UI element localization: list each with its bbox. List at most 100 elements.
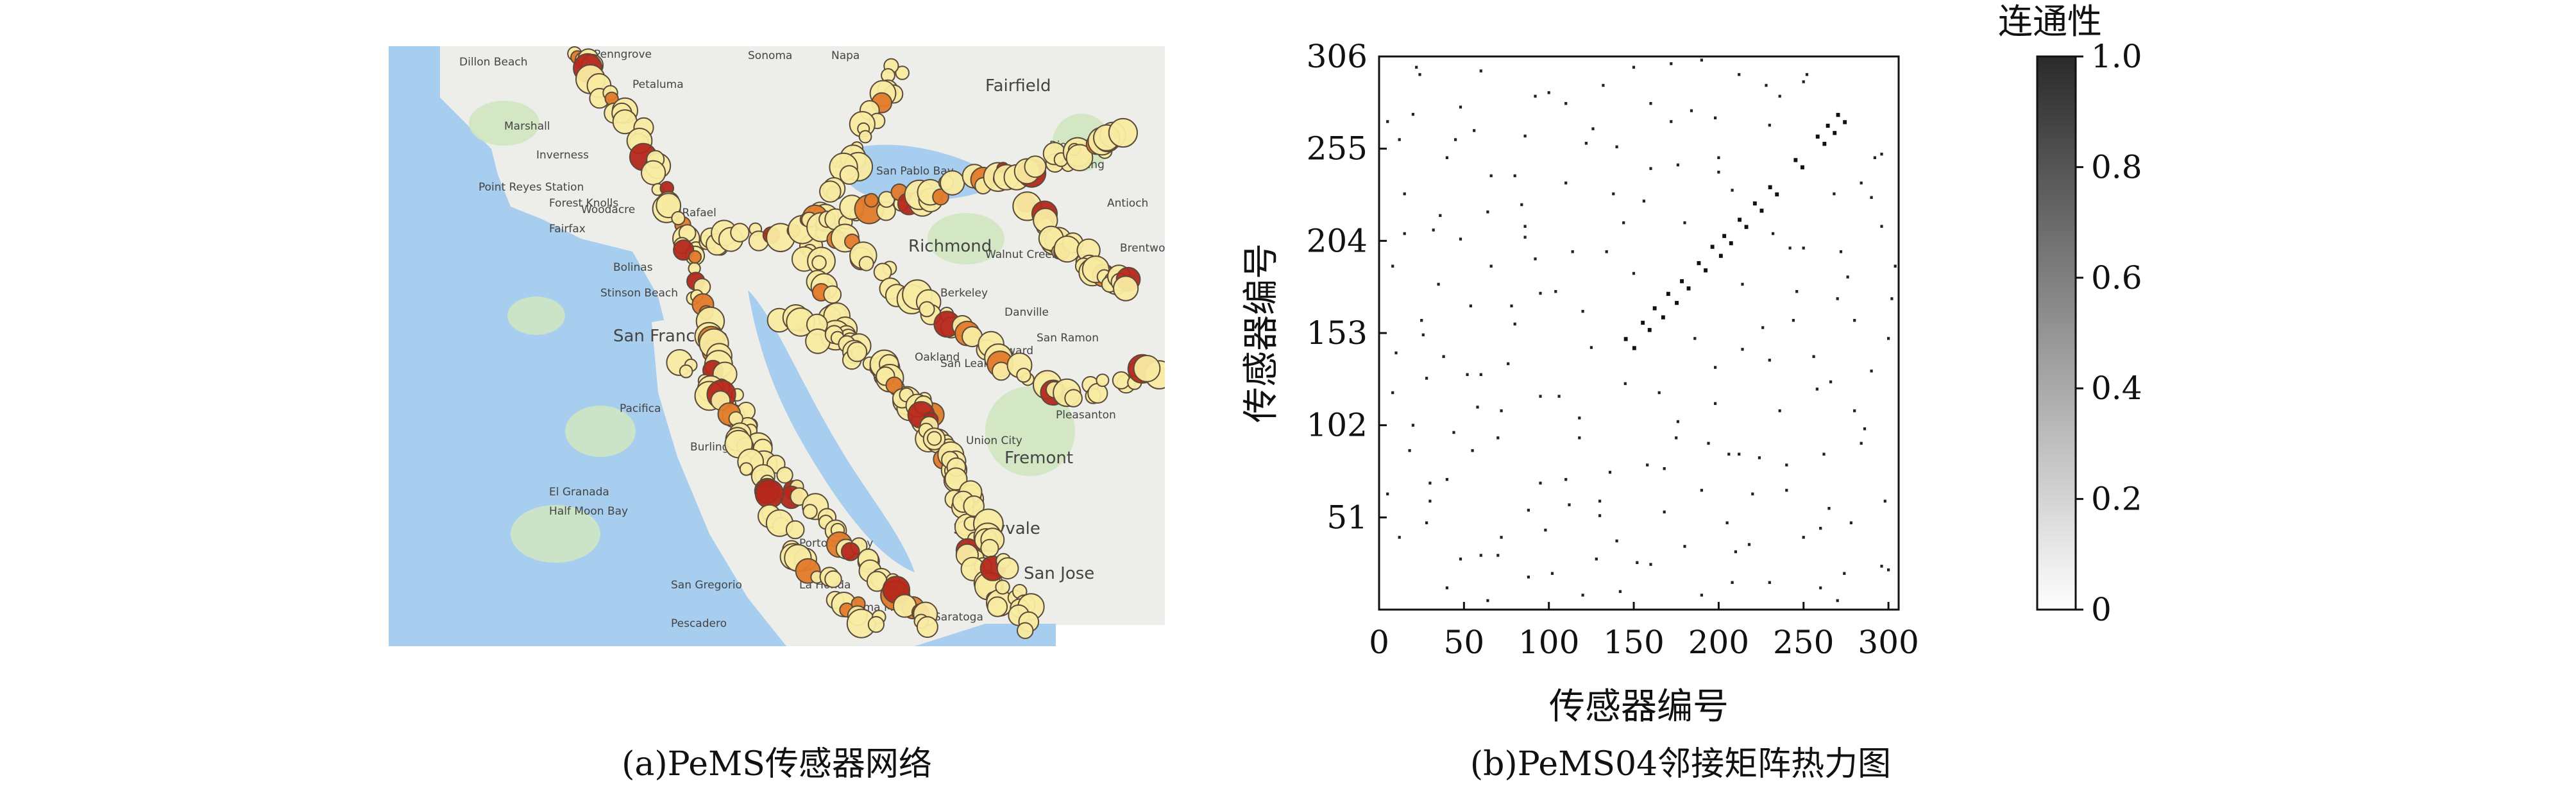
map-place-label: Pacifica — [620, 402, 661, 415]
sensor-marker — [1112, 371, 1131, 390]
sensor-marker — [858, 130, 872, 144]
adjacency-cell — [1768, 123, 1771, 127]
adjacency-cell — [1623, 337, 1628, 341]
adjacency-cell — [1690, 109, 1693, 112]
adjacency-cell — [1775, 192, 1779, 197]
adjacency-cell — [1623, 382, 1627, 386]
map-place-label: Union City — [966, 434, 1022, 447]
adjacency-cell — [1870, 196, 1873, 199]
adjacency-cell — [1425, 521, 1428, 524]
sensor-marker — [679, 364, 693, 379]
sensor-marker — [641, 160, 666, 185]
adjacency-cell — [1557, 395, 1561, 398]
map-place-label: Fremont — [1004, 449, 1073, 468]
map-place-label: Penngrove — [594, 48, 652, 61]
map-place-label: San Pablo Bay — [876, 165, 954, 178]
adjacency-cell — [1836, 599, 1839, 603]
adjacency-cell — [1827, 507, 1831, 510]
adjacency-cell — [1539, 291, 1542, 295]
adjacency-cell — [1547, 91, 1550, 94]
adjacency-cell — [1459, 105, 1462, 109]
sensor-marker — [1113, 275, 1139, 302]
adjacency-cell — [1822, 142, 1827, 146]
map-place-label: Forest Knolls — [549, 197, 618, 210]
adjacency-cell — [1420, 319, 1423, 322]
caption-left: (a)PeMS传感器网络 — [622, 745, 932, 784]
map-place-label: Richmond — [908, 237, 992, 256]
adjacency-cell — [1683, 221, 1686, 225]
adjacency-cell — [1649, 102, 1652, 105]
adjacency-cell — [1605, 250, 1608, 253]
adjacency-cell — [1652, 306, 1657, 311]
adjacency-cell — [1454, 138, 1457, 141]
sensor-marker — [688, 250, 702, 264]
adjacency-cell — [1741, 282, 1744, 286]
sensor-marker — [1024, 155, 1047, 178]
adjacency-cell — [1890, 297, 1894, 300]
map-land-peninsula — [652, 316, 915, 646]
map-place-label: El Granada — [549, 486, 609, 499]
colorbar-tick-label: 0 — [2091, 591, 2112, 628]
adjacency-cell — [1602, 83, 1605, 87]
adjacency-cell — [1860, 441, 1863, 445]
adjacency-cell — [1425, 377, 1428, 380]
map-place-label: Stinson Beach — [600, 287, 678, 300]
adjacency-cell — [1849, 521, 1852, 524]
adjacency-cell — [1717, 171, 1720, 174]
adjacency-cell — [1445, 586, 1448, 590]
adjacency-cell — [1523, 225, 1527, 228]
sensor-marker — [963, 495, 985, 517]
adjacency-cell — [1489, 264, 1493, 268]
adjacency-cell — [1833, 131, 1837, 135]
adjacency-cell — [1527, 508, 1530, 512]
adjacency-cell — [1812, 355, 1815, 358]
y-tick-label: 51 — [1326, 499, 1368, 536]
adjacency-cell — [1564, 477, 1568, 481]
adjacency-cell — [1676, 420, 1679, 424]
sensor-marker — [754, 479, 784, 509]
adjacency-cell — [1758, 456, 1761, 459]
adjacency-cell — [1649, 563, 1652, 566]
sensor-marker — [776, 467, 793, 484]
adjacency-cell — [1415, 65, 1418, 69]
adjacency-cell — [1520, 203, 1523, 207]
caption-right: (b)PeMS04邻接矩阵热力图 — [1470, 745, 1892, 784]
adjacency-heatmap: 0 50 100 150 200 250 300 51 102 153 204 255 306 传感器编号… — [1241, 38, 1919, 728]
adjacency-cell — [1428, 499, 1432, 503]
adjacency-cell — [1386, 120, 1389, 123]
x-tick-label: 150 — [1603, 624, 1664, 661]
sensor-marker — [932, 188, 949, 206]
adjacency-cell — [1584, 142, 1588, 145]
adjacency-cell — [1887, 337, 1890, 340]
adjacency-cell — [1469, 304, 1472, 307]
adjacency-cell — [1636, 561, 1639, 564]
map-place-label: Sonoma — [748, 49, 792, 62]
adjacency-cell — [1432, 228, 1435, 232]
sensor-marker — [1064, 389, 1083, 407]
adjacency-cell — [1870, 369, 1873, 373]
adjacency-cell — [1707, 441, 1710, 445]
adjacency-cell — [1564, 181, 1568, 185]
map-place-label: Antioch — [1107, 197, 1148, 210]
adjacency-cell — [1439, 214, 1442, 218]
adjacency-cell — [1710, 244, 1715, 249]
adjacency-cell — [1822, 452, 1826, 456]
sensor-marker — [811, 255, 827, 271]
adjacency-cell — [1680, 279, 1684, 284]
adjacency-cell — [1880, 152, 1883, 156]
adjacency-cell — [1717, 156, 1720, 159]
x-tick-label: 300 — [1858, 624, 1919, 661]
plot-frame — [1378, 55, 1900, 611]
x-tick-label: 200 — [1688, 624, 1749, 661]
map-place-label: Fairfield — [985, 76, 1051, 96]
adjacency-cell — [1615, 539, 1618, 543]
adjacency-cell — [1445, 477, 1448, 481]
sensor-marker — [1016, 368, 1031, 383]
adjacency-cell — [1819, 527, 1822, 530]
colorbar-tick-label: 0.4 — [2091, 370, 2142, 407]
adjacency-cell — [1675, 300, 1679, 305]
map-bay-sf — [748, 290, 915, 572]
map-place-label: Petaluma — [632, 78, 684, 91]
adjacency-cell — [1741, 348, 1744, 351]
map-place-label: Pleasanton — [1056, 409, 1116, 422]
